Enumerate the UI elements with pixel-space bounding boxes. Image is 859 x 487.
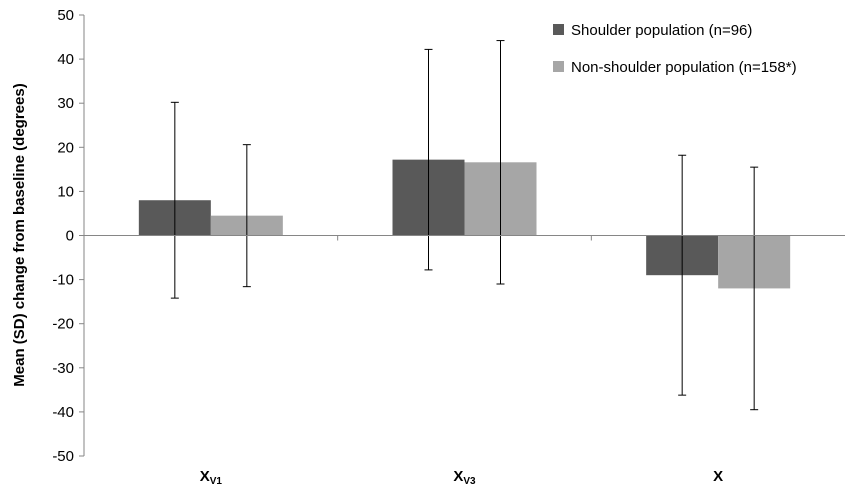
y-tick-label: 0: [66, 228, 74, 245]
legend-label: Non-shoulder population (n=158*): [571, 59, 797, 76]
y-tick-label: -50: [52, 448, 74, 465]
y-tick-label: 40: [57, 51, 74, 68]
legend-swatch: [553, 24, 564, 35]
y-tick-label: -40: [52, 404, 74, 421]
y-tick-label: 10: [57, 183, 74, 200]
y-tick-label: 50: [57, 7, 74, 24]
y-tick-label: -30: [52, 360, 74, 377]
legend-label: Shoulder population (n=96): [571, 22, 752, 39]
x-category-label: X: [713, 468, 723, 485]
y-tick-label: 30: [57, 95, 74, 112]
y-tick-label: -20: [52, 316, 74, 333]
legend-swatch: [553, 61, 564, 72]
y-tick-label: 20: [57, 139, 74, 156]
y-axis: 50 40 30 20 10 0 -10 -20 -30 -40 -50: [52, 7, 85, 465]
y-tick-label: -10: [52, 272, 74, 289]
y-axis-label: Mean (SD) change from baseline (degrees): [11, 83, 28, 386]
bars: [138, 159, 791, 289]
x-axis: XV1 XV3 X: [84, 235, 845, 487]
x-category-label: XV1: [200, 468, 223, 487]
error-bars: [170, 40, 759, 411]
legend: Shoulder population (n=96) Non-shoulder p…: [553, 22, 797, 76]
x-category-label: XV3: [453, 468, 476, 487]
